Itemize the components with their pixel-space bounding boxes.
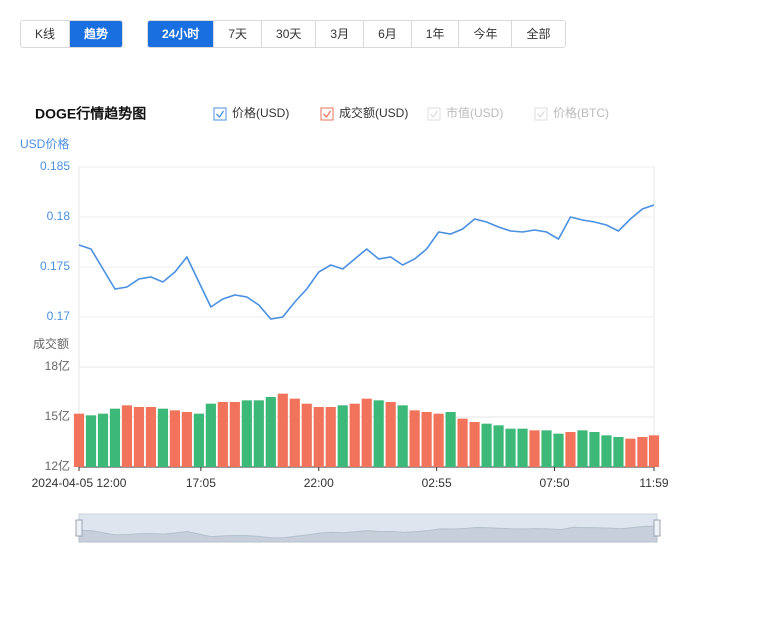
x-tick-label: 17:05: [186, 476, 216, 490]
y2-axis-label: 成交额: [33, 336, 69, 351]
legend-label[interactable]: 市值(USD): [446, 105, 503, 120]
volume-bar: [565, 432, 576, 467]
chart-title: DOGE行情趋势图: [35, 106, 146, 122]
volume-bar: [313, 407, 324, 467]
volume-bar: [265, 397, 276, 467]
price-line: [78, 204, 655, 320]
volume-bar: [121, 405, 133, 467]
y2-tick-label: 12亿: [45, 458, 70, 473]
range-button[interactable]: 7天: [213, 21, 261, 47]
volume-bar: [205, 403, 216, 467]
y2-tick-label: 15亿: [45, 408, 70, 423]
volume-bar: [145, 407, 157, 467]
y-axis-label: USD价格: [20, 136, 69, 151]
range-button[interactable]: 3月: [315, 21, 363, 47]
legend-checkbox[interactable]: [534, 107, 548, 121]
y-tick-label: 0.185: [40, 159, 70, 173]
volume-bar: [289, 398, 300, 467]
volume-bar: [253, 400, 264, 467]
volume-bar: [553, 433, 564, 467]
volume-bar: [109, 408, 121, 467]
legend-label[interactable]: 价格(USD): [232, 105, 289, 120]
legend-check: [430, 110, 439, 119]
range-group: 24小时 7天 30天 3月 6月 1年 今年 全部: [147, 20, 566, 48]
volume-bar: [337, 405, 348, 467]
volume-bar: [493, 425, 504, 467]
volume-bar: [457, 418, 468, 467]
volume-bar: [73, 413, 85, 467]
volume-bar: [277, 393, 288, 467]
range-button[interactable]: 全部: [511, 21, 564, 47]
legend-check: [537, 110, 546, 119]
volume-bar: [157, 408, 169, 467]
volume-bar: [373, 400, 384, 467]
chart: DOGE行情趋势图 USD价格 成交额 价格(USD) 成交额(USD) 市值(US…: [20, 105, 669, 543]
range-button[interactable]: 24小时: [148, 21, 214, 47]
volume-bar: [85, 415, 97, 467]
navigator-handle[interactable]: [653, 519, 661, 537]
tab[interactable]: 趋势: [69, 21, 123, 47]
x-tick-label: 2024-04-05 12:00: [32, 476, 127, 490]
volume-bar: [601, 435, 612, 467]
x-tick-label: 02:55: [422, 476, 452, 490]
y-tick-label: 0.18: [47, 209, 71, 223]
volume-bar: [505, 428, 516, 467]
volume-bar: [97, 413, 109, 467]
page: K线 趋势 24小时 7天 30天 3月 6月 1年 今年 全部 DOGE行情趋势图 USD价格…: [20, 20, 669, 543]
volume-bar: [637, 437, 648, 467]
volume-bar: [385, 402, 396, 467]
x-tick-label: 22:00: [304, 476, 334, 490]
legend-check: [216, 110, 225, 119]
range-button[interactable]: 6月: [363, 21, 411, 47]
legend-check: [323, 110, 332, 119]
volume-bar: [577, 430, 588, 467]
volume-bar: [517, 428, 528, 467]
y-tick-label: 0.17: [47, 309, 71, 323]
volume-bar: [241, 400, 252, 467]
volume-bar: [648, 435, 660, 467]
volume-bar: [217, 402, 228, 467]
volume-bar: [433, 413, 444, 467]
volume-bar: [301, 403, 312, 467]
range-button[interactable]: 1年: [410, 21, 459, 47]
navigator-handle[interactable]: [75, 519, 83, 537]
volume-bar: [613, 437, 624, 467]
legend-label[interactable]: 价格(BTC): [553, 105, 609, 120]
volume-bar: [181, 412, 192, 467]
legend-checkbox[interactable]: [213, 107, 227, 121]
volume-bar: [229, 402, 240, 467]
volume-bar: [469, 422, 480, 467]
y2-tick-label: 18亿: [45, 358, 70, 373]
volume-bar: [193, 413, 204, 467]
volume-bar: [541, 430, 552, 467]
y-tick-label: 0.175: [40, 259, 70, 273]
legend-checkbox[interactable]: [427, 107, 441, 121]
volume-bar: [589, 432, 600, 467]
volume-bar: [421, 412, 432, 467]
volume-bar: [481, 423, 492, 467]
range-button[interactable]: 30天: [261, 21, 315, 47]
volume-bar: [409, 410, 420, 467]
volume-bar: [445, 412, 456, 467]
tab[interactable]: K线: [35, 27, 56, 41]
volume-bar: [169, 410, 180, 467]
volume-bar: [133, 407, 145, 467]
volume-bar: [361, 398, 372, 467]
volume-bar: [529, 430, 540, 467]
volume-bar: [349, 403, 360, 467]
legend-checkbox[interactable]: [320, 107, 334, 121]
range-button[interactable]: 今年: [458, 21, 511, 47]
volume-bar: [625, 438, 636, 467]
volume-bar: [397, 405, 408, 467]
navigator-area: [78, 525, 658, 543]
legend-label[interactable]: 成交额(USD): [339, 105, 408, 120]
x-tick-label: 11:59: [639, 476, 668, 490]
tab-group: K线 趋势: [20, 20, 124, 48]
volume-bar: [325, 407, 336, 467]
x-tick-label: 07:50: [539, 476, 569, 490]
